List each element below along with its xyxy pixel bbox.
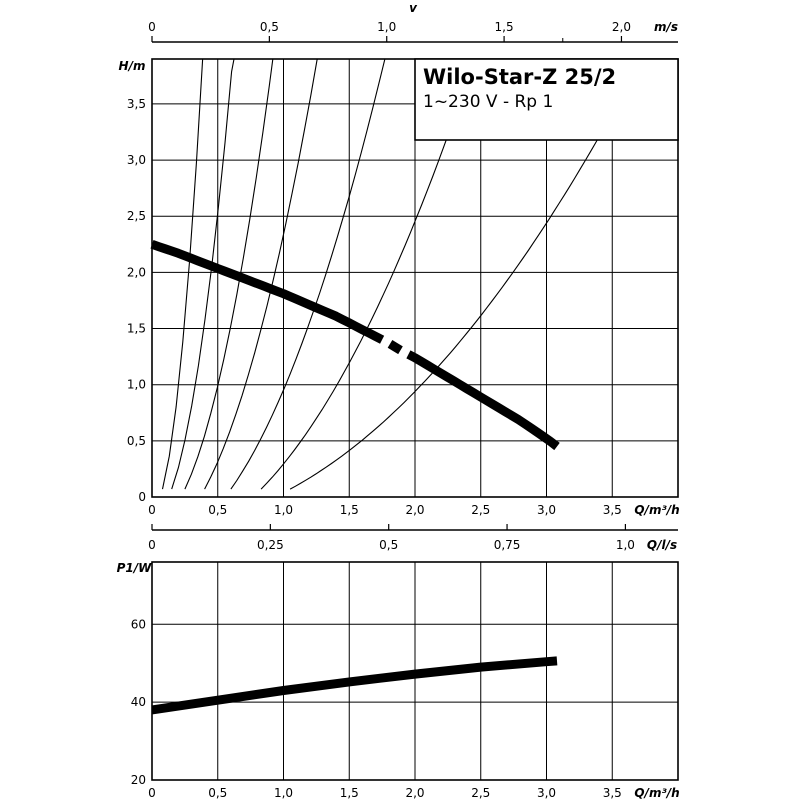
top-axis-tick-label: 2,0 <box>612 20 631 34</box>
y-axis-label: H/m <box>119 59 146 73</box>
y-tick-label: 60 <box>131 617 146 631</box>
plot-frame <box>151 561 679 781</box>
y-tick-label: 3,5 <box>127 97 146 111</box>
y-tick-label: 3,0 <box>127 153 146 167</box>
top-axis-tick-label: 0,75 <box>494 538 521 552</box>
system-curve <box>260 59 475 490</box>
x-tick-label: 1,0 <box>274 786 293 800</box>
x-tick-label: 3,5 <box>603 786 622 800</box>
power-flow-chart: 0 0,5 1,0 1,5 2,0 2,5 3,0 3,5 20 40 60 P1/W Q/m³/h 0 0… <box>117 524 680 800</box>
system-curve <box>230 59 386 490</box>
x-tick-label: 3,5 <box>603 503 622 517</box>
x-tick-label: 1,0 <box>274 503 293 517</box>
x-tick-label: 1,5 <box>340 786 359 800</box>
top-axis-tick-label: 1,0 <box>616 538 635 552</box>
x-tick-label: 2,0 <box>405 786 424 800</box>
top-axis-tick-label: 0,5 <box>379 538 398 552</box>
top-axis-tick-label: 1,0 <box>377 20 396 34</box>
system-curve <box>171 59 235 490</box>
top-axis-label: v <box>409 1 418 15</box>
x-tick-label: 2,5 <box>471 786 490 800</box>
top-axis-tick-label: 1,5 <box>495 20 514 34</box>
x-tick-label: 2,0 <box>405 503 424 517</box>
top-axis-tick-label: 0,5 <box>260 20 279 34</box>
x-tick-label: 0 <box>148 503 156 517</box>
system-curve <box>289 59 643 490</box>
x-tick-label: 3,0 <box>537 503 556 517</box>
y-tick-label: 20 <box>131 773 146 787</box>
system-curve <box>161 59 204 490</box>
x-axis-label: Q/m³/h <box>634 503 679 517</box>
y-tick-label: 2,5 <box>127 209 146 223</box>
top-axis-unit: m/s <box>654 20 678 34</box>
pump-curve-dash <box>387 340 403 355</box>
system-curve <box>184 59 274 490</box>
x-tick-label: 2,5 <box>471 503 490 517</box>
pump-curve <box>150 240 385 344</box>
x-axis-label: Q/m³/h <box>634 786 679 800</box>
y-tick-label: 2,0 <box>127 265 146 279</box>
y-tick-label: 0 <box>138 490 146 504</box>
y-tick-label: 1,5 <box>127 322 146 336</box>
y-axis-label: P1/W <box>117 561 153 575</box>
top-axis-unit: Q/l/s <box>647 538 677 552</box>
y-tick-label: 40 <box>131 695 146 709</box>
title-box: Wilo-Star-Z 25/2 1~230 V - Rp 1 <box>414 58 679 141</box>
x-tick-label: 0,5 <box>208 786 227 800</box>
x-tick-label: 0 <box>148 786 156 800</box>
title-line-2: 1~230 V - Rp 1 <box>423 92 553 112</box>
x-tick-label: 1,5 <box>340 503 359 517</box>
power-curve <box>151 656 558 715</box>
top-axis-tick-label: 0 <box>148 538 156 552</box>
title-line-1: Wilo-Star-Z 25/2 <box>423 65 616 89</box>
pump-curve <box>406 350 560 451</box>
title-box-frame <box>414 58 679 141</box>
top-axis-tick-label: 0 <box>148 20 156 34</box>
system-curve <box>204 59 318 490</box>
system-curves <box>161 59 643 490</box>
x-tick-label: 3,0 <box>537 786 556 800</box>
y-tick-label: 0,5 <box>127 434 146 448</box>
y-tick-label: 1,0 <box>127 378 146 392</box>
x-tick-label: 0,5 <box>208 503 227 517</box>
top-axis-tick-label: 0,25 <box>257 538 284 552</box>
